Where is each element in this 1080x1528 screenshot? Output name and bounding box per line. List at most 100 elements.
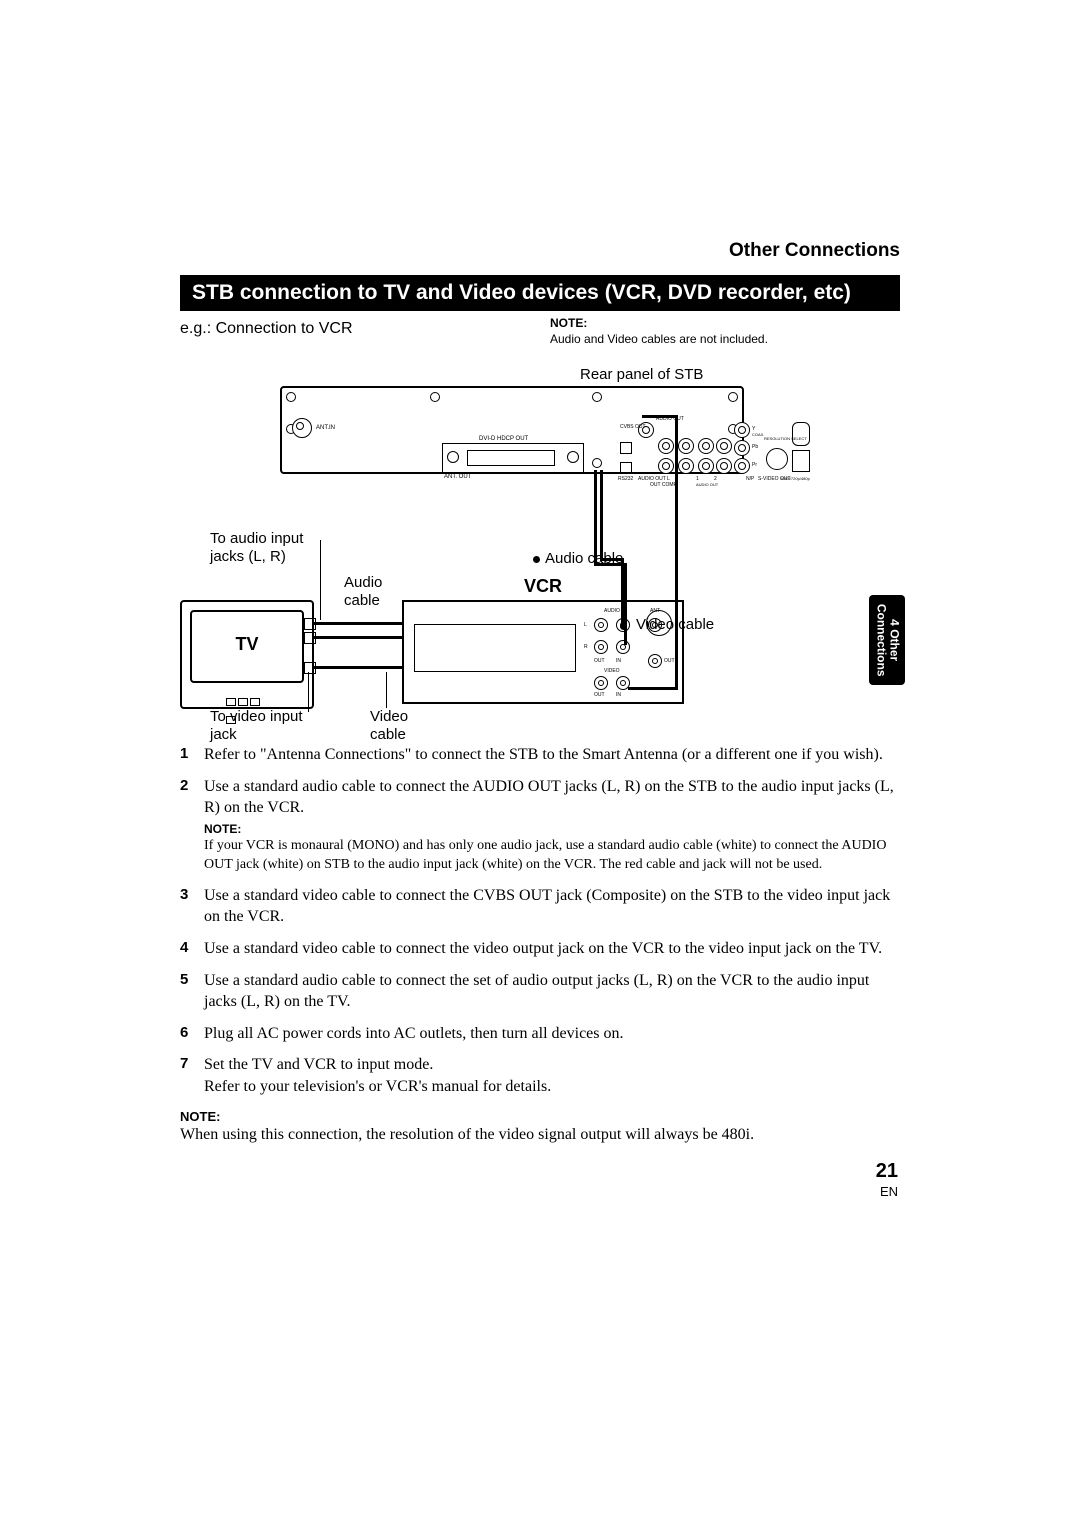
step-text: Use a standard video cable to connect th… bbox=[204, 885, 900, 928]
screw-icon bbox=[286, 392, 296, 402]
bottom-note: NOTE: When using this connection, the re… bbox=[180, 1108, 900, 1144]
page-number: 21 bbox=[876, 1160, 898, 1183]
vcr-ant-out bbox=[648, 654, 662, 668]
vcr-audio-r-in bbox=[616, 640, 630, 654]
title-bar: STB connection to TV and Video devices (… bbox=[180, 275, 900, 311]
step-text: Use a standard audio cable to connect th… bbox=[204, 970, 900, 1013]
audio-jack bbox=[716, 438, 732, 454]
audio-jack bbox=[698, 458, 714, 474]
step-number: 5 bbox=[180, 970, 204, 1013]
step-number: 2 bbox=[180, 776, 204, 875]
step-text: Set the TV and VCR to input mode. Refer … bbox=[204, 1054, 900, 1097]
port-label: ANT. OUT bbox=[444, 474, 471, 480]
step-text: Refer to "Antenna Connections" to connec… bbox=[204, 744, 900, 766]
video-cable-label: Video cable bbox=[636, 616, 714, 634]
step-number: 7 bbox=[180, 1054, 204, 1097]
dvi-block: DVI-D HDCP OUT bbox=[442, 443, 584, 473]
port-label: AUDIO OUT bbox=[696, 482, 718, 487]
leader-line bbox=[386, 672, 387, 708]
screw-icon bbox=[592, 458, 602, 468]
step-row: 2Use a standard audio cable to connect t… bbox=[180, 776, 900, 875]
audio-jack bbox=[678, 458, 694, 474]
rs232-port bbox=[620, 462, 632, 474]
audio-cable bbox=[624, 563, 627, 645]
note-head: NOTE: bbox=[550, 316, 587, 330]
step-note-body: If your VCR is monaural (MONO) and has o… bbox=[204, 837, 900, 875]
section-header: Other Connections bbox=[729, 240, 900, 262]
audio-jack bbox=[658, 458, 674, 474]
port-label: Pr bbox=[752, 462, 757, 468]
audio-jack bbox=[698, 438, 714, 454]
video-cable-tv bbox=[312, 666, 402, 669]
leader-line bbox=[308, 672, 309, 712]
vcr-audio-r-out bbox=[594, 640, 608, 654]
port-label: IN bbox=[616, 658, 621, 664]
step-number: 6 bbox=[180, 1023, 204, 1045]
y-jack bbox=[734, 422, 750, 438]
port-label: CVBS OUT bbox=[620, 424, 646, 430]
screw-icon bbox=[447, 451, 459, 463]
hdcp-port bbox=[620, 442, 632, 454]
video-cable bbox=[675, 415, 678, 690]
step-number: 3 bbox=[180, 885, 204, 928]
plug-icon bbox=[304, 632, 316, 644]
video-cable bbox=[628, 687, 678, 690]
step-text: Use a standard audio cable to connect th… bbox=[204, 776, 900, 875]
video-cable bbox=[642, 415, 678, 418]
port-label: COAX. bbox=[752, 432, 764, 437]
example-line: e.g.: Connection to VCR bbox=[180, 320, 353, 338]
port-label: AUDIO bbox=[604, 608, 620, 614]
port-label: N/P bbox=[746, 476, 754, 482]
step-row: 4Use a standard video cable to connect t… bbox=[180, 938, 900, 960]
port-label: RS232 bbox=[618, 476, 633, 482]
port-label: OUT bbox=[594, 658, 605, 664]
tv-device: TV bbox=[180, 600, 314, 709]
note-body: When using this connection, the resoluti… bbox=[180, 1126, 754, 1143]
chapter-tab-label: 4 Other Connections bbox=[874, 604, 900, 677]
manual-page: Other Connections STB connection to TV a… bbox=[0, 0, 1080, 1528]
audio-in-callout: To audio input jacks (L, R) bbox=[210, 530, 303, 566]
step-note-head: NOTE: bbox=[204, 821, 900, 837]
step-row: 7Set the TV and VCR to input mode. Refer… bbox=[180, 1054, 900, 1097]
video-cable-callout: Video cable bbox=[370, 708, 408, 744]
audio-jack bbox=[716, 458, 732, 474]
audio-jack bbox=[678, 438, 694, 454]
cable-dot bbox=[620, 623, 627, 630]
port-label: VIDEO bbox=[604, 668, 620, 674]
port-label: 1080i/720p/480p bbox=[780, 476, 810, 481]
port-label: ANT bbox=[650, 608, 660, 614]
step-number: 1 bbox=[180, 744, 204, 766]
stb-port-cluster: AUDIO OUT CVBS OUT RS232 AUDIO OUT L OUT… bbox=[620, 420, 815, 490]
stb-caption: Rear panel of STB bbox=[580, 366, 703, 383]
ant-in-jack bbox=[292, 418, 312, 438]
plug-icon bbox=[304, 618, 316, 630]
step-text: Use a standard video cable to connect th… bbox=[204, 938, 900, 960]
tv-label: TV bbox=[182, 634, 312, 655]
audio-cable-label: Audio cable bbox=[545, 550, 623, 568]
port-label: ANT.IN bbox=[316, 425, 335, 431]
plug-icon bbox=[304, 662, 316, 674]
port-label: IN bbox=[616, 692, 621, 698]
port-label: L bbox=[584, 622, 587, 628]
step-row: 3Use a standard video cable to connect t… bbox=[180, 885, 900, 928]
vcr-video-out bbox=[594, 676, 608, 690]
resolution-dial bbox=[766, 448, 788, 470]
ac-port bbox=[792, 422, 810, 446]
port-label: Pb bbox=[752, 444, 758, 450]
port-label: DVI-D HDCP OUT bbox=[479, 436, 528, 442]
pr-jack bbox=[734, 458, 750, 474]
video-in-callout: To video input jack bbox=[210, 708, 303, 744]
leader-line bbox=[320, 540, 321, 620]
step-row: 5Use a standard audio cable to connect t… bbox=[180, 970, 900, 1013]
audio-jack bbox=[658, 438, 674, 454]
steps-list: 1Refer to "Antenna Connections" to conne… bbox=[180, 744, 900, 1108]
top-note: NOTE: Audio and Video cables are not inc… bbox=[550, 316, 768, 347]
tv-buttons bbox=[226, 693, 266, 703]
ac-port bbox=[792, 450, 810, 472]
vcr-slot bbox=[414, 624, 576, 672]
port-label: OUT bbox=[594, 692, 605, 698]
screw-icon bbox=[728, 392, 738, 402]
connection-figure: Rear panel of STB ANT.IN DVI-D HDCP OUT … bbox=[180, 360, 920, 730]
audio-cable bbox=[600, 470, 603, 560]
audio-cable-callout: Audio cable bbox=[344, 574, 382, 610]
